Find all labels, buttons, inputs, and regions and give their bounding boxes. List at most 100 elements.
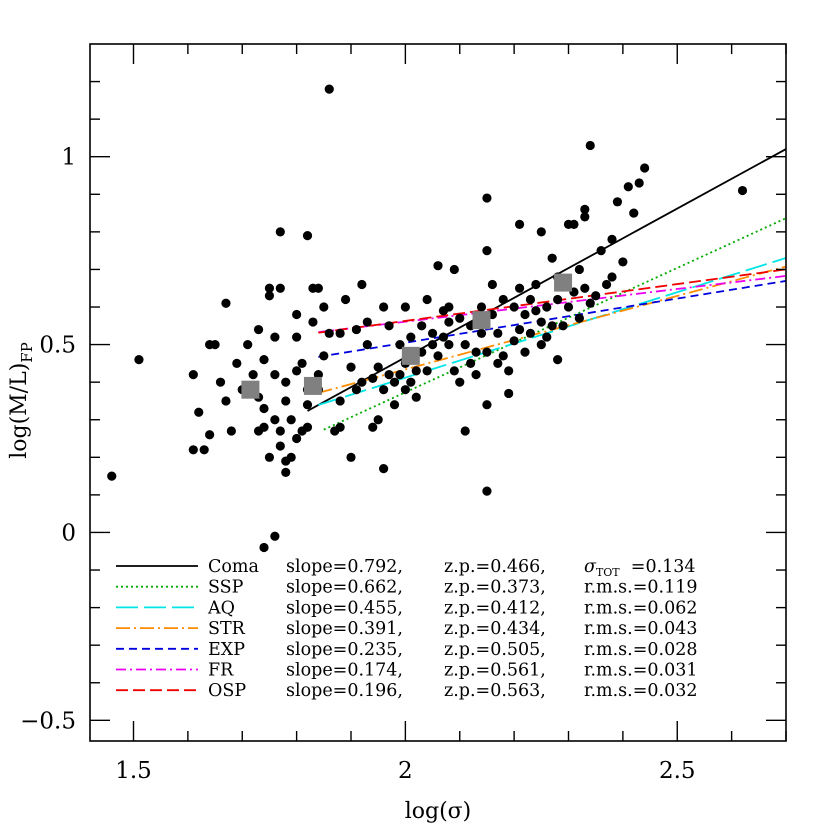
legend-scatter-stat: r.m.s.=0.032 xyxy=(584,681,697,701)
data-point xyxy=(215,377,226,387)
plot-frame xyxy=(89,43,787,742)
data-point xyxy=(346,452,356,462)
data-point xyxy=(292,309,302,320)
data-point xyxy=(292,332,302,342)
data-point xyxy=(531,279,541,290)
data-point xyxy=(340,294,351,305)
binned-mean-marker xyxy=(554,273,573,292)
data-point xyxy=(188,445,198,455)
data-point xyxy=(243,339,253,350)
data-point xyxy=(406,377,416,387)
data-point xyxy=(253,324,264,335)
axes: 1.5 2 2.5 −0.5 0 0.5 1 log(σ) log(M/L)FP xyxy=(7,43,787,824)
data-point xyxy=(504,388,514,399)
fit-line-fr xyxy=(318,275,786,334)
legend-series-name: EXP xyxy=(208,640,245,660)
data-point xyxy=(373,415,383,425)
y-tick-label: 0.5 xyxy=(39,333,76,359)
data-point xyxy=(324,328,334,338)
data-point xyxy=(596,246,606,256)
legend-zero-point: z.p.=0.561, xyxy=(444,661,546,681)
data-point xyxy=(574,313,584,323)
data-point xyxy=(482,246,492,256)
legend-series-name: OSP xyxy=(208,681,246,701)
data-point xyxy=(270,415,280,425)
data-point xyxy=(417,321,427,331)
y-tick-label: 0 xyxy=(61,520,76,546)
scatter-points xyxy=(107,84,748,553)
data-point xyxy=(498,351,508,361)
x-axis-label: log(σ) xyxy=(405,799,472,824)
legend-zero-point: z.p.=0.373, xyxy=(444,578,546,598)
data-point xyxy=(335,396,345,406)
legend-zero-point: z.p.=0.563, xyxy=(444,681,546,701)
data-point xyxy=(362,317,372,327)
legend-zero-point: z.p.=0.434, xyxy=(444,619,546,639)
legend-slope: slope=0.662, xyxy=(286,578,403,598)
x-tick-label: 2.5 xyxy=(659,758,696,784)
data-point xyxy=(259,355,269,365)
data-point xyxy=(281,396,291,406)
data-point xyxy=(460,339,470,350)
data-point xyxy=(264,452,275,462)
data-point xyxy=(580,212,590,222)
data-point xyxy=(444,302,454,312)
data-point xyxy=(313,283,323,293)
data-point xyxy=(351,324,362,335)
data-point xyxy=(536,227,546,237)
data-point xyxy=(525,294,536,305)
data-point xyxy=(384,370,394,380)
data-point xyxy=(226,426,236,436)
data-point xyxy=(542,332,552,342)
data-point xyxy=(471,370,481,380)
binned-mean-marker xyxy=(303,376,322,395)
data-point xyxy=(286,452,296,462)
data-point xyxy=(487,279,497,290)
data-point xyxy=(444,339,454,350)
data-point xyxy=(188,370,198,380)
data-point xyxy=(302,400,313,410)
data-point xyxy=(411,366,421,376)
data-point xyxy=(319,351,329,361)
data-point xyxy=(514,324,525,335)
data-point xyxy=(264,291,275,301)
data-point xyxy=(232,358,242,368)
data-point xyxy=(547,253,557,263)
data-point xyxy=(210,339,220,350)
data-point xyxy=(525,328,536,338)
data-point xyxy=(438,332,449,342)
data-point xyxy=(476,328,487,338)
data-point xyxy=(482,193,492,203)
fit-lines xyxy=(307,148,786,431)
data-point xyxy=(194,407,204,417)
data-point xyxy=(493,358,503,368)
data-point xyxy=(520,347,530,357)
legend-scatter-stat: r.m.s.=0.031 xyxy=(584,661,697,681)
data-point xyxy=(601,279,612,290)
data-point xyxy=(536,317,546,327)
legend-slope: slope=0.391, xyxy=(286,619,403,639)
data-point xyxy=(107,471,117,481)
data-point xyxy=(368,422,378,432)
data-point xyxy=(400,302,410,312)
data-point xyxy=(623,182,633,192)
data-point xyxy=(553,355,563,365)
data-point xyxy=(302,231,313,241)
legend-series-name: Coma xyxy=(208,557,259,577)
data-point xyxy=(466,358,476,368)
data-point xyxy=(275,426,285,436)
data-point xyxy=(547,321,557,331)
data-point xyxy=(351,385,362,395)
legend-scatter-stat: r.m.s.=0.043 xyxy=(584,619,697,639)
data-point xyxy=(389,377,400,387)
data-point xyxy=(514,283,525,293)
data-point xyxy=(221,298,231,308)
y-tick-label: −0.5 xyxy=(20,708,76,734)
data-point xyxy=(574,264,584,275)
legend-slope: slope=0.174, xyxy=(286,661,403,681)
data-point xyxy=(433,351,443,361)
legend-slope: slope=0.455, xyxy=(286,598,403,618)
data-point xyxy=(553,294,563,305)
data-point xyxy=(259,403,269,414)
y-axis-label: log(M/L)FP xyxy=(7,342,36,459)
